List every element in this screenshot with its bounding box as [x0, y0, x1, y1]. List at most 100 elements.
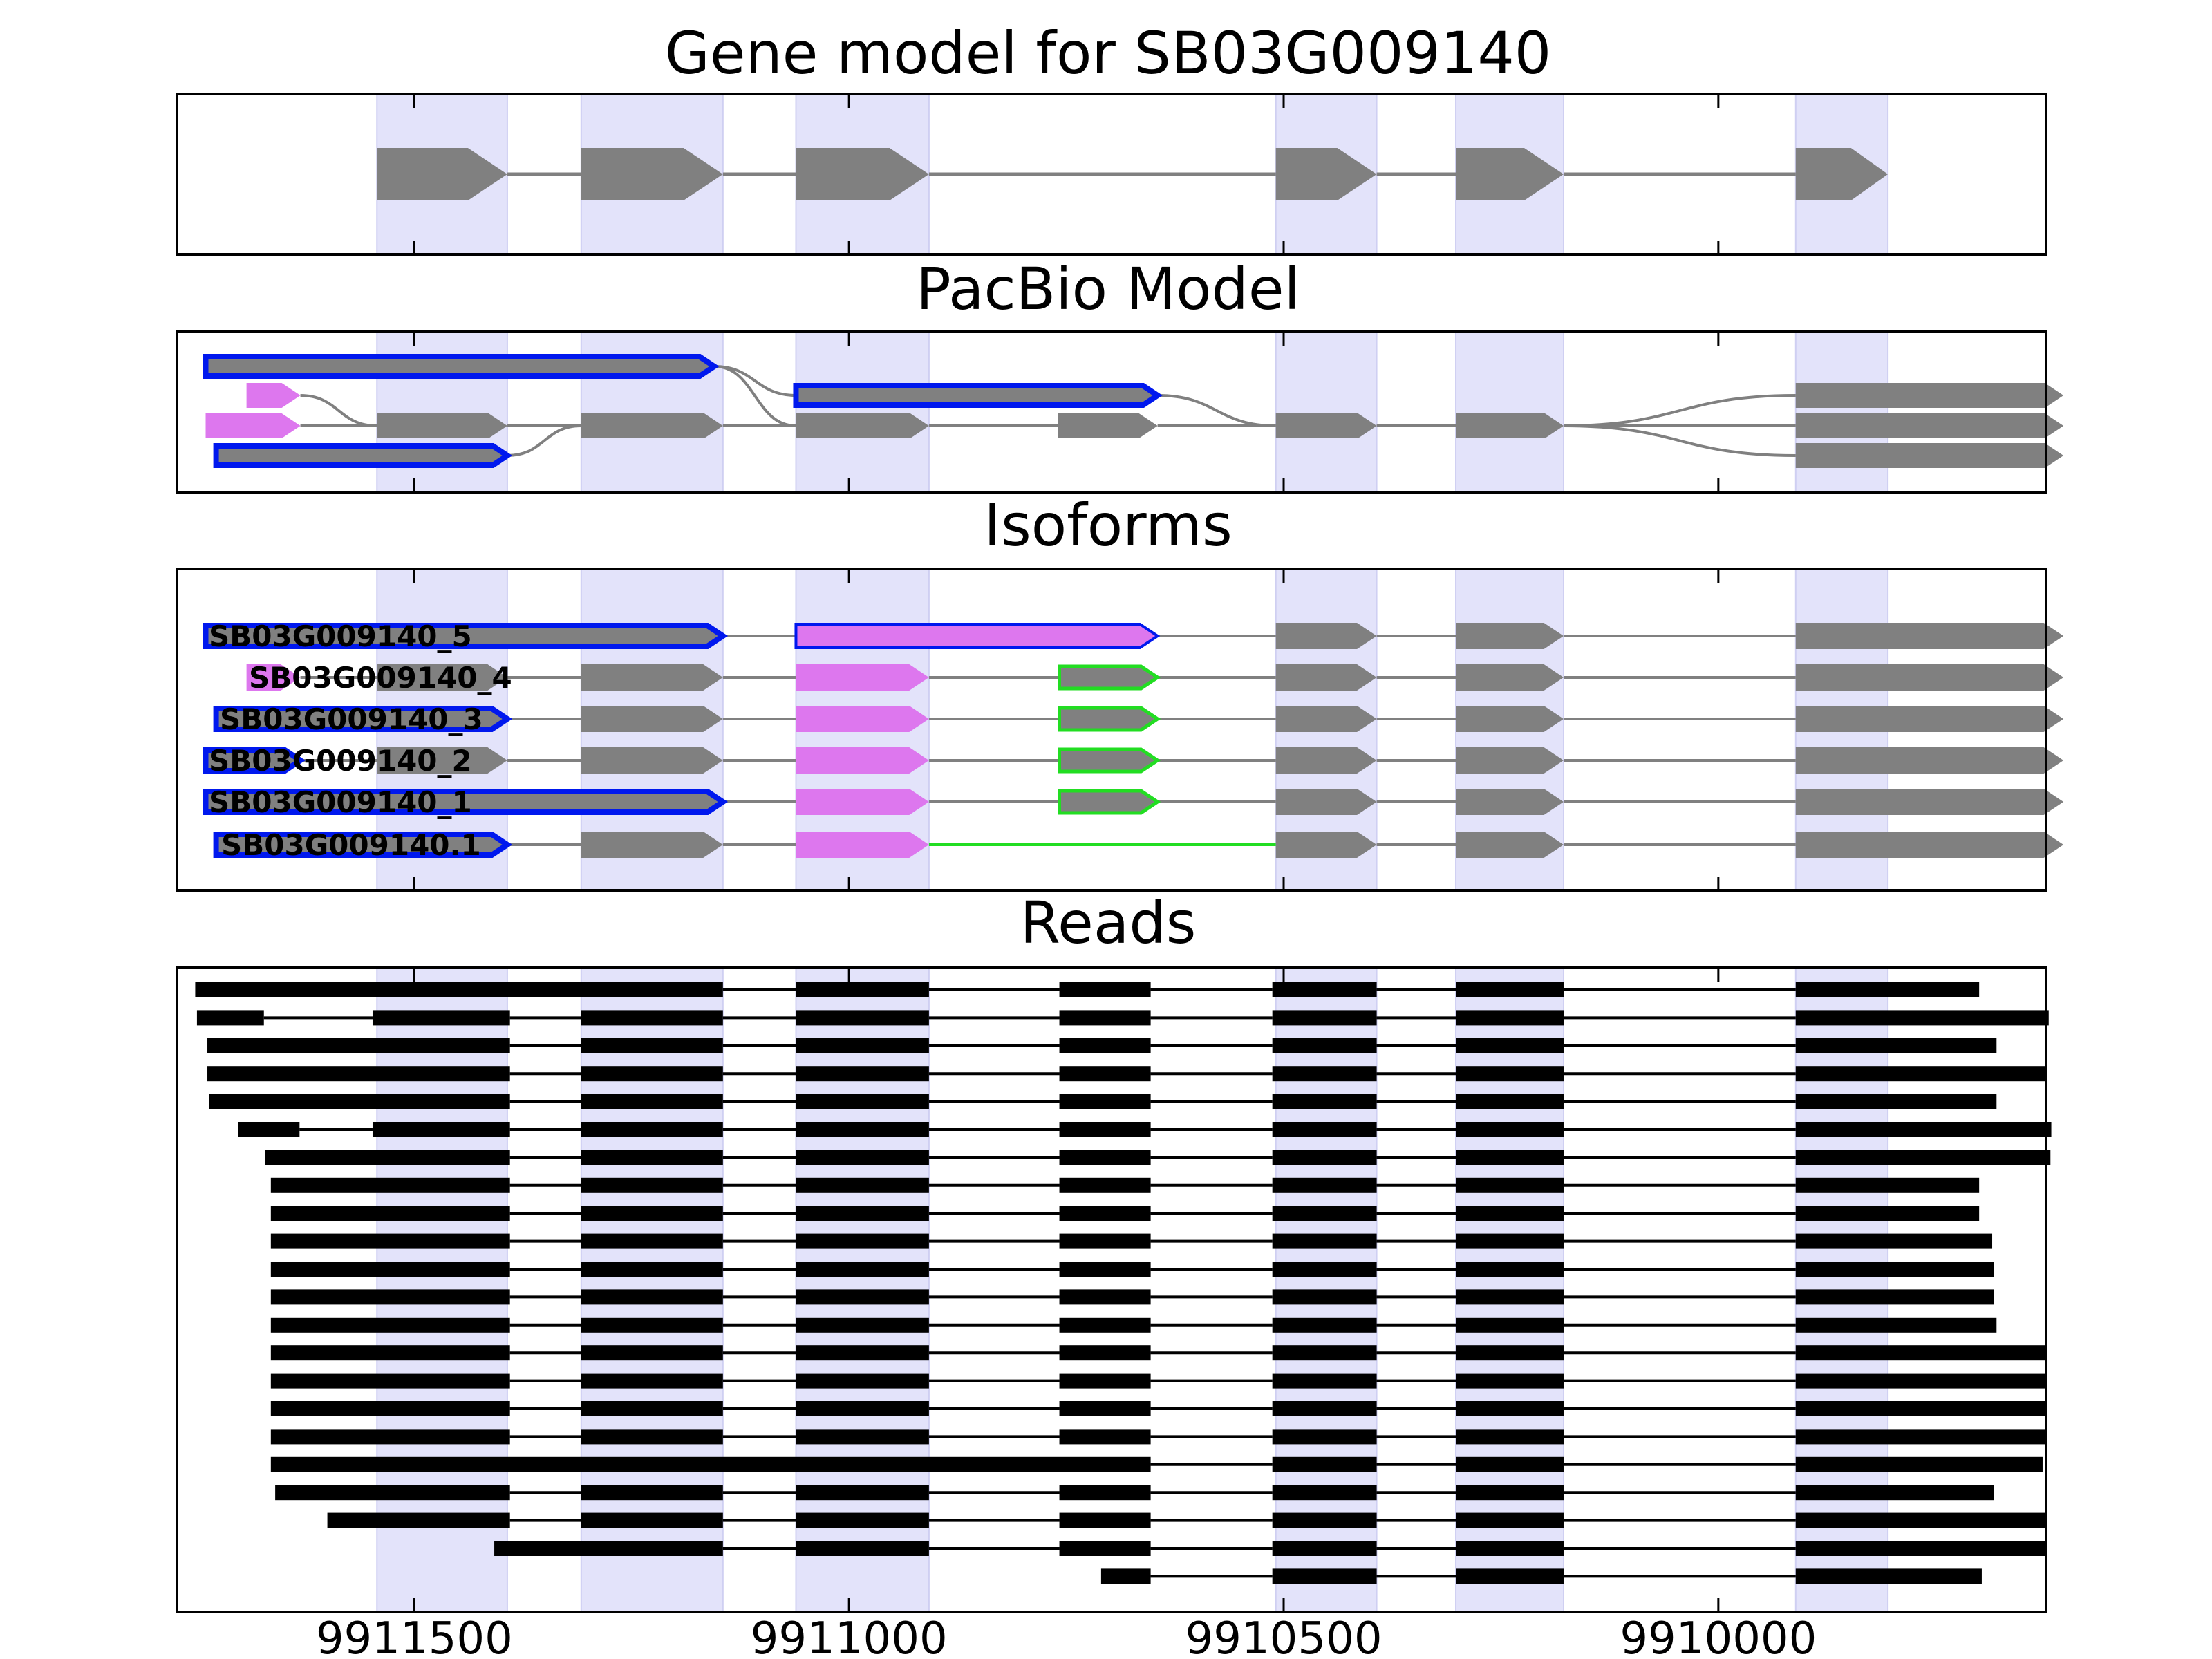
- isoform-utr-exon: [796, 664, 929, 691]
- read-block: [581, 1317, 723, 1333]
- read-block: [1795, 1373, 2047, 1389]
- read-block: [1456, 1150, 1564, 1165]
- read-block: [1795, 1568, 1982, 1584]
- read-block: [1456, 1010, 1564, 1026]
- pacbio-model-title: PacBio Model: [916, 255, 1300, 323]
- pacbio-exon: [796, 413, 929, 438]
- splice-curve: [714, 365, 796, 427]
- read-block: [581, 1038, 723, 1053]
- read-block: [796, 1401, 929, 1416]
- read-block: [1272, 1150, 1377, 1165]
- isoform-label: SB03G009140_5: [209, 619, 472, 653]
- read-block: [1456, 1289, 1564, 1305]
- read-block: [796, 1122, 929, 1137]
- splice-curve: [507, 424, 581, 457]
- read-block: [1795, 1485, 1994, 1501]
- exon-highlight-band: [1794, 331, 1889, 493]
- isoform-exon: [1275, 832, 1377, 858]
- read-block: [581, 1289, 723, 1305]
- gene-exon: [1795, 148, 1888, 200]
- read-block: [1059, 1010, 1151, 1026]
- read-block: [238, 1122, 300, 1137]
- read-block: [796, 1206, 929, 1221]
- read-block: [1272, 1177, 1377, 1193]
- read-block: [1456, 1456, 1564, 1472]
- read-block: [1456, 982, 1564, 997]
- read-block: [1272, 1345, 1377, 1361]
- read-block: [1272, 1206, 1377, 1221]
- isoform-exon: [1275, 706, 1377, 732]
- pacbio-exon-outlined: [203, 354, 720, 379]
- isoform-exon: [1795, 623, 2064, 649]
- isoform-label: SB03G009140_3: [220, 702, 483, 736]
- read-block: [1272, 982, 1377, 997]
- read-block: [1795, 1317, 1997, 1333]
- panel-border: [176, 966, 2047, 1613]
- read-block: [372, 1010, 510, 1026]
- read-block: [1795, 1262, 1994, 1277]
- read-block: [209, 1094, 510, 1109]
- pacbio-exon: [1795, 413, 2064, 438]
- read-block: [1272, 1373, 1377, 1389]
- read-block: [1795, 1401, 2047, 1416]
- isoform-utr-exon: [796, 747, 929, 774]
- isoform-exon: [1456, 706, 1564, 732]
- exon-highlight-band: [1275, 331, 1378, 493]
- read-block: [581, 1177, 723, 1193]
- read-block: [1272, 1094, 1377, 1109]
- read-block: [1795, 1150, 2051, 1165]
- read-block: [796, 1512, 929, 1528]
- read-block: [207, 1038, 510, 1053]
- read-block: [270, 1401, 510, 1416]
- read-block: [1456, 1512, 1564, 1528]
- panel-border: [176, 93, 2047, 256]
- isoform-exon: [1275, 623, 1377, 649]
- pacbio-utr-exon: [246, 383, 301, 408]
- reads-title: Reads: [1020, 889, 1197, 957]
- read-block: [196, 1010, 264, 1026]
- pacbio-exon: [1275, 413, 1377, 438]
- read-block: [1059, 1317, 1151, 1333]
- read-block: [796, 1038, 929, 1053]
- read-block: [1795, 1233, 1993, 1249]
- splice-curve: [1563, 394, 1796, 427]
- isoform-exon-outlined: [213, 832, 513, 858]
- isoforms-panel: SB03G009140_5 SB03G009140_4 SB03G009140_3 S…: [176, 568, 2064, 892]
- read-block: [1456, 1233, 1564, 1249]
- read-block: [270, 1177, 510, 1193]
- isoform-exon-outlined: [203, 789, 729, 815]
- gene-exon: [1275, 148, 1377, 200]
- isoform-exon: [581, 832, 723, 858]
- isoform-utr-exon: [796, 706, 929, 732]
- read-block: [1456, 1262, 1564, 1277]
- read-block: [1272, 1541, 1377, 1556]
- isoform-exon: [581, 664, 723, 691]
- gene-exon: [1456, 148, 1564, 200]
- read-block: [1795, 1177, 1980, 1193]
- read-block: [1795, 1122, 2052, 1137]
- gene-exon: [796, 148, 929, 200]
- exon-highlight-band: [795, 331, 930, 493]
- reads-panel: [176, 966, 2052, 1613]
- pacbio-model-panel: [176, 330, 2064, 494]
- read-block: [1456, 1345, 1564, 1361]
- read-block: [1456, 1317, 1564, 1333]
- pacbio-exon: [377, 413, 507, 438]
- read-block: [195, 982, 723, 997]
- read-block: [796, 1429, 929, 1445]
- read-block: [1795, 1345, 2045, 1361]
- read-block: [1059, 1177, 1151, 1193]
- isoform-utr-exon: [246, 664, 301, 691]
- isoform-exon: [1795, 832, 2064, 858]
- read-block: [1059, 1429, 1151, 1445]
- read-block: [1059, 1485, 1151, 1501]
- isoform-exon: [1456, 747, 1564, 774]
- read-block: [494, 1541, 723, 1556]
- read-block: [796, 982, 929, 997]
- isoform-exon: [1275, 789, 1377, 815]
- read-block: [1456, 1541, 1564, 1556]
- read-block: [581, 1150, 723, 1165]
- isoform-utr-exon: [796, 832, 929, 858]
- isoform-exon: [1275, 664, 1377, 691]
